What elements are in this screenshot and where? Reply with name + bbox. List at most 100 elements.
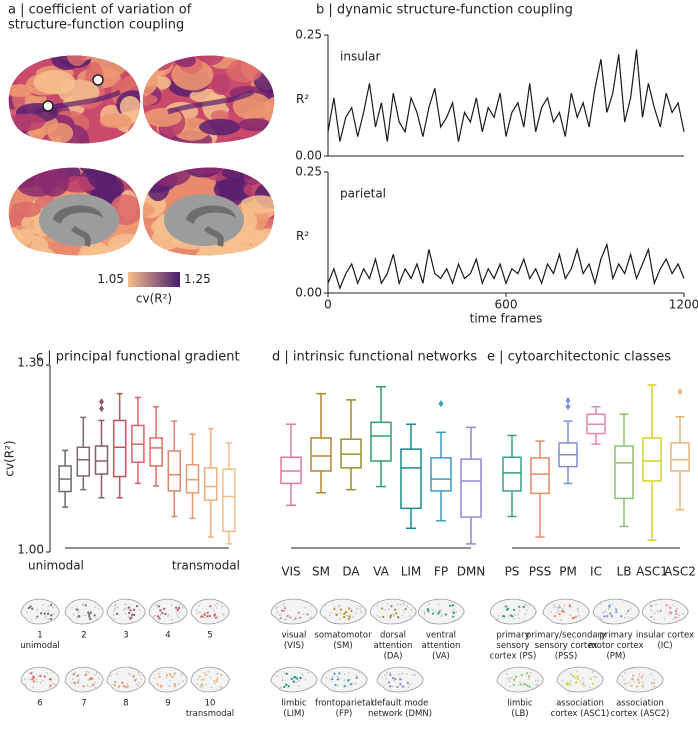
thumbnail-node bbox=[665, 604, 668, 607]
thumbnail-node bbox=[402, 610, 405, 613]
thumbnail-node bbox=[40, 612, 43, 615]
thumbnail-node bbox=[638, 681, 641, 684]
thumbnail-node bbox=[175, 610, 178, 613]
thumbnail-node bbox=[114, 607, 117, 609]
brain-parcel bbox=[8, 84, 34, 97]
thumbnail-node bbox=[600, 603, 602, 606]
thumbnail-node bbox=[653, 685, 656, 688]
thumbnail-node bbox=[631, 678, 634, 681]
thumbnail-node bbox=[510, 614, 513, 617]
thumbnail-node bbox=[94, 681, 97, 684]
brain-parcel bbox=[142, 167, 172, 178]
thumbnail-node bbox=[182, 680, 184, 683]
x-tick-label: DMN bbox=[457, 565, 486, 579]
thumbnail-node bbox=[205, 683, 207, 686]
thumbnail-node bbox=[181, 605, 184, 608]
thumbnail-node bbox=[608, 604, 611, 607]
thumbnail-node bbox=[572, 675, 575, 678]
thumbnail-brain bbox=[190, 598, 230, 625]
thumbnail-node bbox=[410, 608, 412, 611]
thumbnail-node bbox=[650, 683, 653, 685]
thumbnail-label: visual bbox=[282, 631, 307, 641]
thumbnail-node bbox=[112, 613, 115, 616]
thumbnail-node bbox=[343, 685, 346, 688]
thumbnail-node bbox=[89, 685, 92, 688]
brain-parcel bbox=[10, 201, 42, 218]
thumbnail-node bbox=[201, 683, 204, 686]
thumbnail-label: attention bbox=[374, 641, 413, 651]
thumbnail-label: 5 bbox=[207, 631, 212, 641]
thumbnail-node bbox=[75, 608, 79, 611]
thumbnail-node bbox=[674, 616, 677, 619]
box bbox=[167, 450, 182, 492]
thumbnail-node bbox=[333, 606, 336, 609]
thumbnail-label: (SM) bbox=[333, 641, 352, 651]
thumbnail-node bbox=[206, 611, 209, 614]
thumbnail-node bbox=[378, 616, 381, 618]
thumbnail-node bbox=[296, 677, 299, 680]
thumbnail-node bbox=[650, 609, 653, 611]
thumbnail-brain bbox=[270, 598, 318, 625]
thumbnail-node bbox=[46, 672, 49, 674]
thumbnail-node bbox=[87, 679, 90, 681]
brain-parcel bbox=[128, 122, 141, 139]
thumbnail-node bbox=[281, 675, 284, 678]
thumbnail-node bbox=[112, 610, 115, 613]
brain-parcel bbox=[142, 167, 154, 179]
thumbnail-node bbox=[210, 686, 213, 689]
thumbnail-brain bbox=[496, 666, 544, 693]
thumbnail-node bbox=[399, 683, 402, 686]
box bbox=[76, 446, 91, 477]
thumbnail-node bbox=[333, 672, 336, 675]
brain-parcel bbox=[159, 55, 196, 60]
thumbnail-node bbox=[44, 615, 47, 618]
thumbnail-node bbox=[136, 605, 139, 608]
thumbnail-label: limbic bbox=[281, 699, 307, 709]
thumbnail-node bbox=[641, 684, 644, 687]
thumbnail-node bbox=[414, 674, 416, 677]
thumbnail-label: (VA) bbox=[432, 652, 450, 662]
thumbnail-node bbox=[77, 608, 80, 611]
sulcus bbox=[167, 89, 255, 115]
thumbnail-node bbox=[650, 604, 653, 608]
thumbnail-node bbox=[168, 685, 170, 688]
brain-parcel bbox=[8, 55, 52, 63]
thumbnail-node bbox=[28, 678, 31, 681]
thumbnail-node bbox=[129, 617, 132, 620]
brain-parcel bbox=[18, 55, 38, 61]
thumbnail-node bbox=[24, 678, 26, 681]
thumbnail-node bbox=[109, 674, 112, 677]
thumbnail-label: association bbox=[556, 699, 604, 709]
brain-parcel bbox=[124, 167, 141, 172]
thumbnail-node bbox=[457, 618, 460, 621]
brain-parcel bbox=[142, 55, 156, 77]
thumbnail-node bbox=[177, 615, 179, 618]
thumbnail-node bbox=[401, 685, 405, 688]
thumbnail-node bbox=[522, 605, 525, 609]
thumbnail-node bbox=[650, 615, 653, 619]
thumbnail-node bbox=[555, 612, 558, 614]
thumbnail-node bbox=[140, 678, 143, 680]
thumbnail-node bbox=[213, 679, 216, 683]
box bbox=[530, 457, 550, 495]
thumbnail-node bbox=[47, 605, 50, 608]
brain-parcel bbox=[105, 242, 141, 256]
thumbnail-node bbox=[517, 613, 520, 616]
thumbnail-label: sensory bbox=[496, 641, 529, 651]
thumbnail-node bbox=[406, 605, 409, 608]
thumbnail-node bbox=[116, 672, 118, 675]
thumbnail-node bbox=[283, 672, 286, 675]
brainstem bbox=[203, 225, 224, 247]
thumbnail-node bbox=[182, 673, 185, 676]
thumbnail-node bbox=[557, 610, 560, 613]
brain-parcel bbox=[16, 172, 58, 197]
x-tick-label: SM bbox=[312, 565, 330, 579]
thumbnail-node bbox=[26, 611, 28, 613]
brain-parcel bbox=[224, 136, 250, 144]
thumbnail-node bbox=[199, 610, 201, 613]
thumbnail-node bbox=[213, 682, 216, 685]
thumbnail-node bbox=[396, 685, 399, 689]
thumbnail-node bbox=[506, 673, 509, 676]
thumbnail-node bbox=[324, 604, 327, 607]
brain-parcel bbox=[142, 202, 155, 218]
